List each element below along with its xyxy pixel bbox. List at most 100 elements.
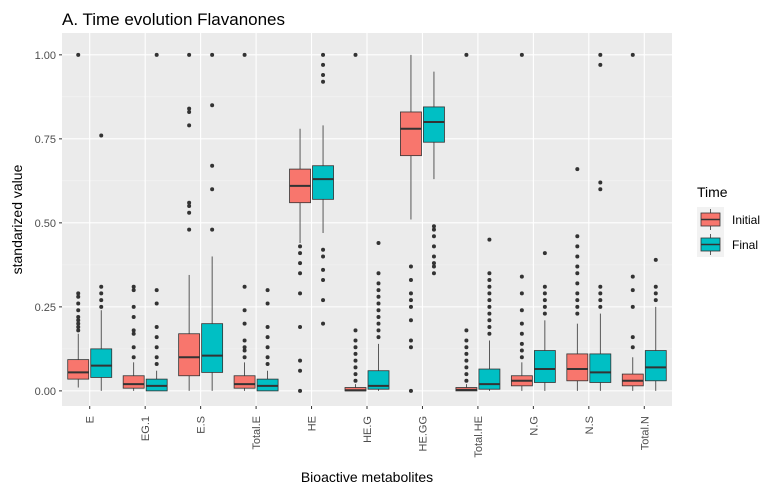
outlier-point — [653, 284, 658, 289]
x-axis-title: Bioactive metabolites — [301, 469, 433, 485]
outlier-point — [542, 284, 547, 289]
legend-label: Final — [732, 238, 758, 252]
outlier-point — [519, 348, 524, 353]
outlier-point — [431, 227, 436, 232]
outlier-point — [376, 271, 381, 276]
x-tick-label: EG.1 — [140, 416, 152, 441]
box-body — [367, 370, 390, 390]
outlier-point — [575, 234, 580, 239]
outlier-point — [154, 361, 159, 366]
outlier-point — [76, 291, 81, 296]
x-tick-label: HE.G — [362, 416, 374, 443]
outlier-point — [76, 301, 81, 306]
outlier-point — [187, 123, 192, 128]
box-body — [67, 359, 90, 380]
outlier-point — [353, 328, 358, 333]
outlier-point — [353, 358, 358, 363]
outlier-point — [321, 52, 326, 57]
outlier-point — [542, 311, 547, 316]
outlier-point — [487, 291, 492, 296]
outlier-point — [598, 284, 603, 289]
outlier-point — [519, 321, 524, 326]
legend-title: Time — [697, 184, 728, 200]
box-final-Total.HE — [478, 237, 501, 391]
outlier-point — [630, 345, 635, 350]
outlier-point — [76, 325, 81, 330]
outlier-point — [265, 288, 270, 293]
outlier-point — [487, 331, 492, 336]
outlier-point — [630, 304, 635, 309]
box-initial-N.S — [566, 167, 589, 391]
box-body — [478, 368, 501, 390]
outlier-point — [575, 311, 580, 316]
outlier-point — [131, 304, 136, 309]
outlier-point — [598, 298, 603, 303]
outlier-point — [598, 187, 603, 192]
box-initial-Total.E — [233, 52, 256, 391]
outlier-point — [298, 244, 303, 249]
outlier-point — [187, 52, 192, 57]
outlier-point — [154, 345, 159, 350]
outlier-point — [575, 281, 580, 286]
outlier-point — [408, 298, 413, 303]
outlier-point — [131, 314, 136, 319]
outlier-point — [154, 325, 159, 330]
box-final-HE.G — [367, 241, 390, 391]
y-axis-title: standarized value — [9, 164, 25, 274]
box-initial-E — [67, 52, 90, 388]
outlier-point — [598, 62, 603, 67]
outlier-point — [154, 355, 159, 360]
legend-key-final: Final — [697, 232, 758, 257]
outlier-point — [408, 338, 413, 343]
outlier-point — [630, 274, 635, 279]
box-body — [122, 375, 145, 389]
outlier-point — [431, 234, 436, 239]
outlier-point — [353, 372, 358, 377]
outlier-point — [575, 244, 580, 249]
outlier-point — [131, 284, 136, 289]
outlier-point — [298, 325, 303, 330]
outlier-point — [575, 271, 580, 276]
outlier-point — [242, 308, 247, 313]
legend-key-initial: Initial — [697, 207, 760, 232]
grid — [62, 33, 672, 406]
outlier-point — [431, 254, 436, 259]
outlier-point — [242, 345, 247, 350]
outlier-point — [298, 358, 303, 363]
outlier-point — [519, 52, 524, 57]
outlier-point — [298, 291, 303, 296]
outlier-point — [464, 52, 469, 57]
outlier-point — [464, 351, 469, 356]
outlier-point — [210, 187, 215, 192]
outlier-point — [464, 358, 469, 363]
outlier-point — [353, 351, 358, 356]
outlier-point — [99, 298, 104, 303]
outlier-point — [376, 328, 381, 333]
outlier-point — [131, 288, 136, 293]
outlier-point — [76, 308, 81, 313]
outlier-point — [487, 311, 492, 316]
outlier-point — [487, 277, 492, 282]
chart-title: A. Time evolution Flavanones — [62, 10, 285, 29]
outlier-point — [298, 261, 303, 266]
outlier-point — [487, 271, 492, 276]
outlier-point — [131, 345, 136, 350]
outlier-point — [298, 271, 303, 276]
box-body — [90, 348, 113, 378]
outlier-point — [431, 264, 436, 269]
outlier-point — [210, 163, 215, 168]
outlier-point — [99, 304, 104, 309]
outlier-point — [242, 52, 247, 57]
outlier-point — [99, 133, 104, 138]
outlier-point — [242, 338, 247, 343]
box-body — [178, 333, 201, 377]
outlier-point — [76, 52, 81, 57]
outlier-point — [630, 335, 635, 340]
outlier-point — [542, 251, 547, 256]
x-tick-label: HE.GG — [417, 416, 429, 451]
outlier-point — [542, 291, 547, 296]
outlier-point — [265, 355, 270, 360]
y-tick-label: 0.75 — [35, 134, 56, 146]
outlier-point — [353, 365, 358, 370]
